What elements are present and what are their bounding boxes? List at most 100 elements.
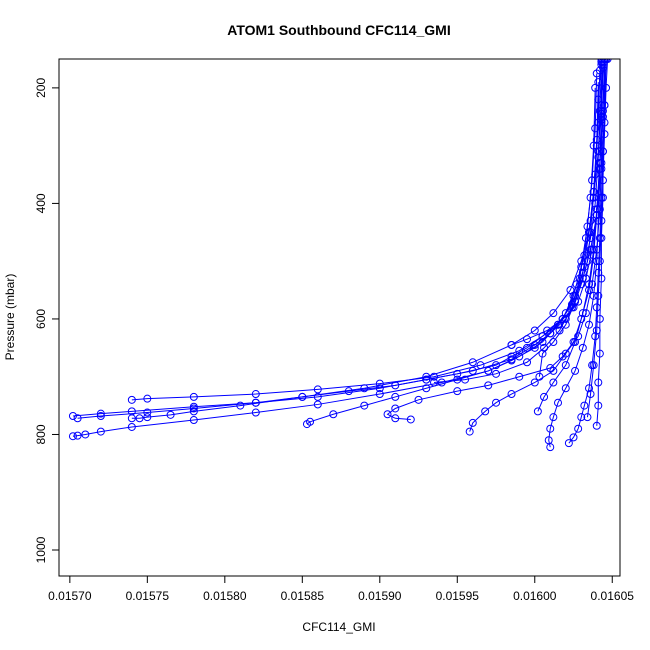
data-point [468, 358, 477, 367]
data-point [571, 366, 580, 375]
data-point [507, 356, 516, 365]
data-point [68, 411, 77, 420]
data-point [375, 379, 384, 388]
data-point [329, 410, 338, 419]
y-tick-label: 800 [34, 424, 48, 444]
y-tick-label: 400 [34, 193, 48, 213]
data-point [595, 349, 604, 358]
data-point [585, 384, 594, 393]
data-point [569, 433, 578, 442]
x-tick-label: 0.01595 [436, 589, 480, 603]
data-point [81, 430, 90, 439]
data-point [571, 338, 580, 347]
data-point [127, 414, 136, 423]
data-point [595, 257, 604, 266]
data-point [135, 414, 144, 423]
data-point [592, 421, 601, 430]
data-point [166, 410, 175, 419]
series-line [77, 59, 602, 419]
data-point [313, 385, 322, 394]
data-point [595, 314, 604, 323]
data-point [600, 59, 609, 63]
data-point [594, 378, 603, 387]
data-point [540, 343, 549, 352]
data-point [68, 432, 77, 441]
data-point [143, 413, 152, 422]
series-line [586, 59, 609, 418]
y-tick-label: 1000 [34, 536, 48, 563]
data-point [589, 361, 598, 370]
data-point [549, 366, 558, 375]
data-point [375, 384, 384, 393]
data-point [515, 372, 524, 381]
data-point [591, 83, 600, 92]
x-tick-label: 0.01590 [358, 589, 402, 603]
data-point [313, 392, 322, 401]
data-point [577, 314, 586, 323]
data-point [530, 378, 539, 387]
data-point [465, 427, 474, 436]
data-point [594, 401, 603, 410]
x-tick-label: 0.01600 [513, 589, 557, 603]
data-point [453, 387, 462, 396]
data-point [96, 409, 105, 418]
x-tick-label: 0.01605 [591, 589, 635, 603]
data-point [127, 395, 136, 404]
data-point [567, 303, 576, 312]
data-point [96, 427, 105, 436]
data-point [533, 407, 542, 416]
data-point [591, 332, 600, 341]
data-point [383, 410, 392, 419]
data-point [360, 401, 369, 410]
data-point [577, 413, 586, 422]
data-point [430, 372, 439, 381]
data-point [597, 274, 606, 283]
data-point [391, 404, 400, 413]
series-line [511, 73, 598, 346]
data-point [597, 216, 606, 225]
data-point [422, 375, 431, 384]
data-point [313, 400, 322, 409]
data-point [484, 381, 493, 390]
x-axis: 0.01570 0.01575 0.01580 0.01585 0.01590 0.015… [48, 576, 634, 603]
data-point [189, 402, 198, 411]
data-point [73, 414, 82, 423]
y-tick-label: 200 [34, 78, 48, 98]
series-line [386, 67, 604, 420]
data-point [549, 309, 558, 318]
data-point [589, 141, 598, 150]
data-point [468, 418, 477, 427]
data-point [251, 408, 260, 417]
data-point [561, 384, 570, 393]
data-point [554, 398, 563, 407]
data-point [543, 326, 552, 335]
data-point [578, 343, 587, 352]
data-point [580, 251, 589, 260]
data-point [375, 390, 384, 399]
data-point [585, 280, 594, 289]
data-point [549, 378, 558, 387]
data-point [127, 422, 136, 431]
data-point [580, 401, 589, 410]
x-tick-label: 0.01580 [203, 589, 247, 603]
data-point [589, 245, 598, 254]
y-axis-label: Pressure (mbar) [3, 274, 17, 361]
data-point [414, 395, 423, 404]
data-point [461, 375, 470, 384]
series-line [72, 59, 605, 417]
data-point [535, 372, 544, 381]
data-point [143, 394, 152, 403]
data-point [302, 420, 311, 429]
data-point [540, 392, 549, 401]
series-line [306, 70, 601, 425]
data-point [598, 193, 607, 202]
series-line [131, 61, 604, 419]
data-point [251, 390, 260, 399]
data-point [492, 398, 501, 407]
x-tick-label: 0.01585 [281, 589, 325, 603]
data-point [422, 384, 431, 393]
plot-frame [58, 58, 621, 577]
data-point [578, 309, 587, 318]
data-point [583, 413, 592, 422]
